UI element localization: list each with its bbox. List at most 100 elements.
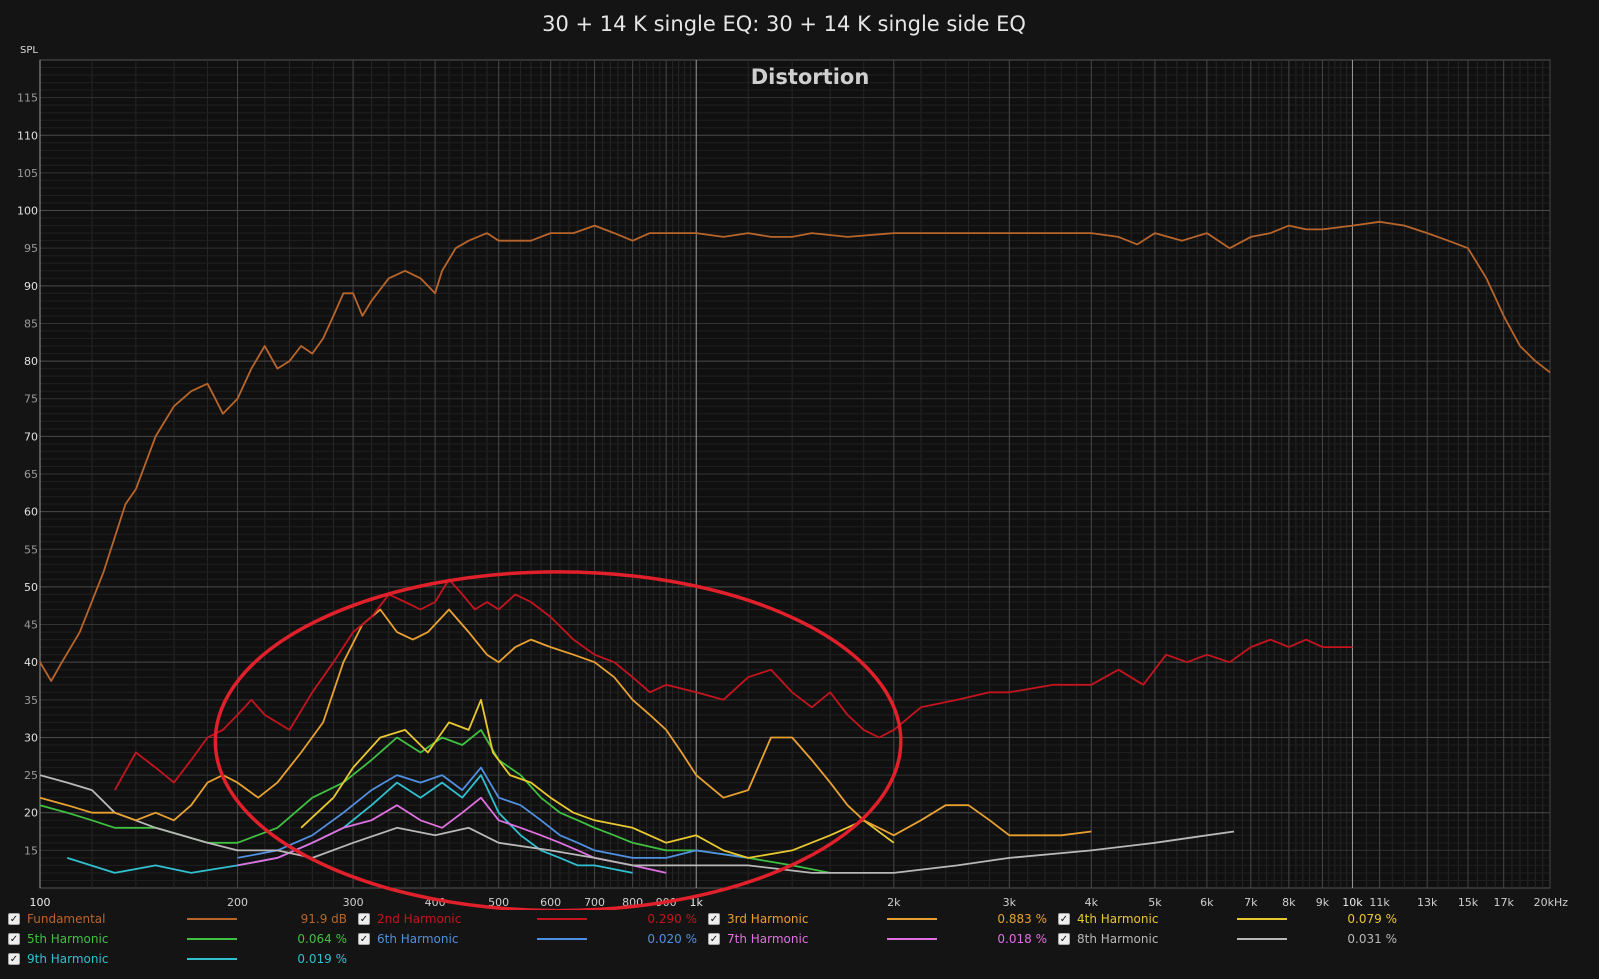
- legend-checkbox[interactable]: ✓: [8, 953, 20, 965]
- y-tick-label: 65: [24, 468, 38, 481]
- x-tick-label: 100: [30, 896, 51, 909]
- legend-checkbox[interactable]: ✓: [358, 933, 370, 945]
- x-tick-label: 17k: [1493, 896, 1514, 909]
- legend-series-name: 5th Harmonic: [27, 932, 109, 946]
- legend-series-name: Fundamental: [27, 912, 106, 926]
- legend-checkbox[interactable]: ✓: [358, 913, 370, 925]
- legend-series-value: 0.064 %: [297, 932, 347, 946]
- series-line-9th-harmonic: [66, 774, 633, 874]
- legend-item-9th-harmonic[interactable]: ✓ 9th Harmonic 0.019 %: [8, 950, 347, 968]
- y-tick-label: 15: [24, 844, 38, 857]
- series-layer: [39, 220, 1551, 874]
- legend-swatch: [187, 938, 237, 940]
- x-tick-labels: 100 200 300 400 500 600 700 800 900 1k 2k 3k 4k 5k 6k 7…: [30, 896, 1569, 909]
- legend-series-name: 2nd Harmonic: [377, 912, 462, 926]
- x-tick-label: 20kHz: [1534, 896, 1569, 909]
- legend-series-value: 0.020 %: [647, 932, 697, 946]
- series-line-7th-harmonic: [237, 796, 667, 874]
- x-tick-label: 13k: [1417, 896, 1438, 909]
- x-tick-label: 8k: [1282, 896, 1296, 909]
- legend-item-3rd-harmonic[interactable]: ✓ 3rd Harmonic 0.883 %: [708, 910, 1047, 928]
- legend-series-value: 0.883 %: [997, 912, 1047, 926]
- x-tick-label: 500: [488, 896, 509, 909]
- x-tick-label: 11k: [1369, 896, 1390, 909]
- y-tick-label: 110: [17, 129, 38, 142]
- x-tick-label: 10k: [1342, 896, 1363, 909]
- legend-series-name: 4th Harmonic: [1077, 912, 1159, 926]
- x-tick-label: 2k: [887, 896, 901, 909]
- highlight-ellipse: [213, 570, 903, 910]
- y-tick-label: 90: [24, 280, 38, 293]
- x-tick-label: 1k: [690, 896, 704, 909]
- series-line-fundamental: [39, 220, 1551, 682]
- legend: ✓ Fundamental 91.9 dB ✓ 2nd Harmonic 0.290 % ✓…: [0, 910, 1599, 979]
- chart-title: 30 + 14 K single EQ: 30 + 14 K single si…: [542, 12, 1026, 36]
- legend-series-name: 8th Harmonic: [1077, 932, 1159, 946]
- x-tick-label: 700: [584, 896, 605, 909]
- y-tick-label: 40: [24, 656, 38, 669]
- legend-series-value: 0.019 %: [297, 952, 347, 966]
- chart-subtitle: Distortion: [751, 65, 870, 89]
- x-tick-label: 7k: [1244, 896, 1258, 909]
- x-tick-label: 200: [227, 896, 248, 909]
- x-tick-label: 600: [540, 896, 561, 909]
- major-gridlines: [39, 60, 1551, 888]
- y-tick-label: 50: [24, 581, 38, 594]
- legend-series-value: 0.290 %: [647, 912, 697, 926]
- legend-series-value: 0.079 %: [1347, 912, 1397, 926]
- legend-item-5th-harmonic[interactable]: ✓ 5th Harmonic 0.064 %: [8, 930, 347, 948]
- legend-checkbox[interactable]: ✓: [1058, 933, 1070, 945]
- x-tick-label: 6k: [1200, 896, 1214, 909]
- legend-series-value: 91.9 dB: [300, 912, 347, 926]
- legend-item-2nd-harmonic[interactable]: ✓ 2nd Harmonic 0.290 %: [358, 910, 697, 928]
- legend-item-6th-harmonic[interactable]: ✓ 6th Harmonic 0.020 %: [358, 930, 697, 948]
- legend-swatch: [187, 918, 237, 920]
- series-line-8th-harmonic: [39, 774, 1235, 874]
- legend-swatch: [887, 918, 937, 920]
- x-tick-label: 3k: [1003, 896, 1017, 909]
- legend-series-name: 6th Harmonic: [377, 932, 459, 946]
- legend-swatch: [1237, 918, 1287, 920]
- legend-item-4th-harmonic[interactable]: ✓ 4th Harmonic 0.079 %: [1058, 910, 1397, 928]
- y-tick-label: 70: [24, 430, 38, 443]
- legend-swatch: [537, 938, 587, 940]
- legend-series-name: 9th Harmonic: [27, 952, 109, 966]
- y-tick-label: 25: [24, 769, 38, 782]
- legend-item-7th-harmonic[interactable]: ✓ 7th Harmonic 0.018 %: [708, 930, 1047, 948]
- legend-checkbox[interactable]: ✓: [8, 933, 20, 945]
- x-tick-label: 9k: [1316, 896, 1330, 909]
- legend-series-name: 3rd Harmonic: [727, 912, 809, 926]
- y-tick-label: 100: [17, 205, 38, 218]
- y-tick-label: 60: [24, 506, 38, 519]
- x-tick-label: 15k: [1458, 896, 1479, 909]
- distortion-chart: 30 + 14 K single EQ: 30 + 14 K single si…: [17, 12, 1569, 910]
- series-line-6th-harmonic: [237, 766, 749, 859]
- legend-checkbox[interactable]: ✓: [8, 913, 20, 925]
- y-tick-label: 85: [24, 317, 38, 330]
- y-tick-label: 105: [17, 167, 38, 180]
- series-line-4th-harmonic: [300, 698, 895, 859]
- y-tick-label: 30: [24, 731, 38, 744]
- y-tick-label: 45: [24, 619, 38, 632]
- legend-checkbox[interactable]: ✓: [1058, 913, 1070, 925]
- x-tick-label: 5k: [1148, 896, 1162, 909]
- y-tick-label: 35: [24, 694, 38, 707]
- legend-swatch: [187, 958, 237, 960]
- legend-swatch: [1237, 938, 1287, 940]
- legend-series-value: 0.031 %: [1347, 932, 1397, 946]
- x-tick-label: 300: [343, 896, 364, 909]
- series-line-2nd-harmonic: [114, 578, 1353, 791]
- legend-series-name: 7th Harmonic: [727, 932, 809, 946]
- x-tick-label: 4k: [1085, 896, 1099, 909]
- legend-swatch: [537, 918, 587, 920]
- legend-item-fundamental[interactable]: ✓ Fundamental 91.9 dB: [8, 910, 347, 928]
- legend-swatch: [887, 938, 937, 940]
- y-tick-label: 20: [24, 807, 38, 820]
- y-tick-labels: 15 20 25 30 35 40 45 50 55 60 65 70 75 80 85 90 95 100 105…: [17, 92, 38, 858]
- legend-checkbox[interactable]: ✓: [708, 913, 720, 925]
- legend-series-value: 0.018 %: [997, 932, 1047, 946]
- legend-checkbox[interactable]: ✓: [708, 933, 720, 945]
- legend-item-8th-harmonic[interactable]: ✓ 8th Harmonic 0.031 %: [1058, 930, 1397, 948]
- y-tick-label: 95: [24, 242, 38, 255]
- y-axis-label: SPL: [20, 45, 38, 56]
